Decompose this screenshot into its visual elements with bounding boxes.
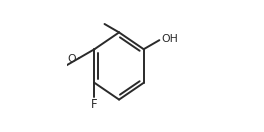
Text: O: O	[68, 54, 77, 64]
Text: F: F	[91, 98, 98, 111]
Text: OH: OH	[161, 34, 178, 44]
